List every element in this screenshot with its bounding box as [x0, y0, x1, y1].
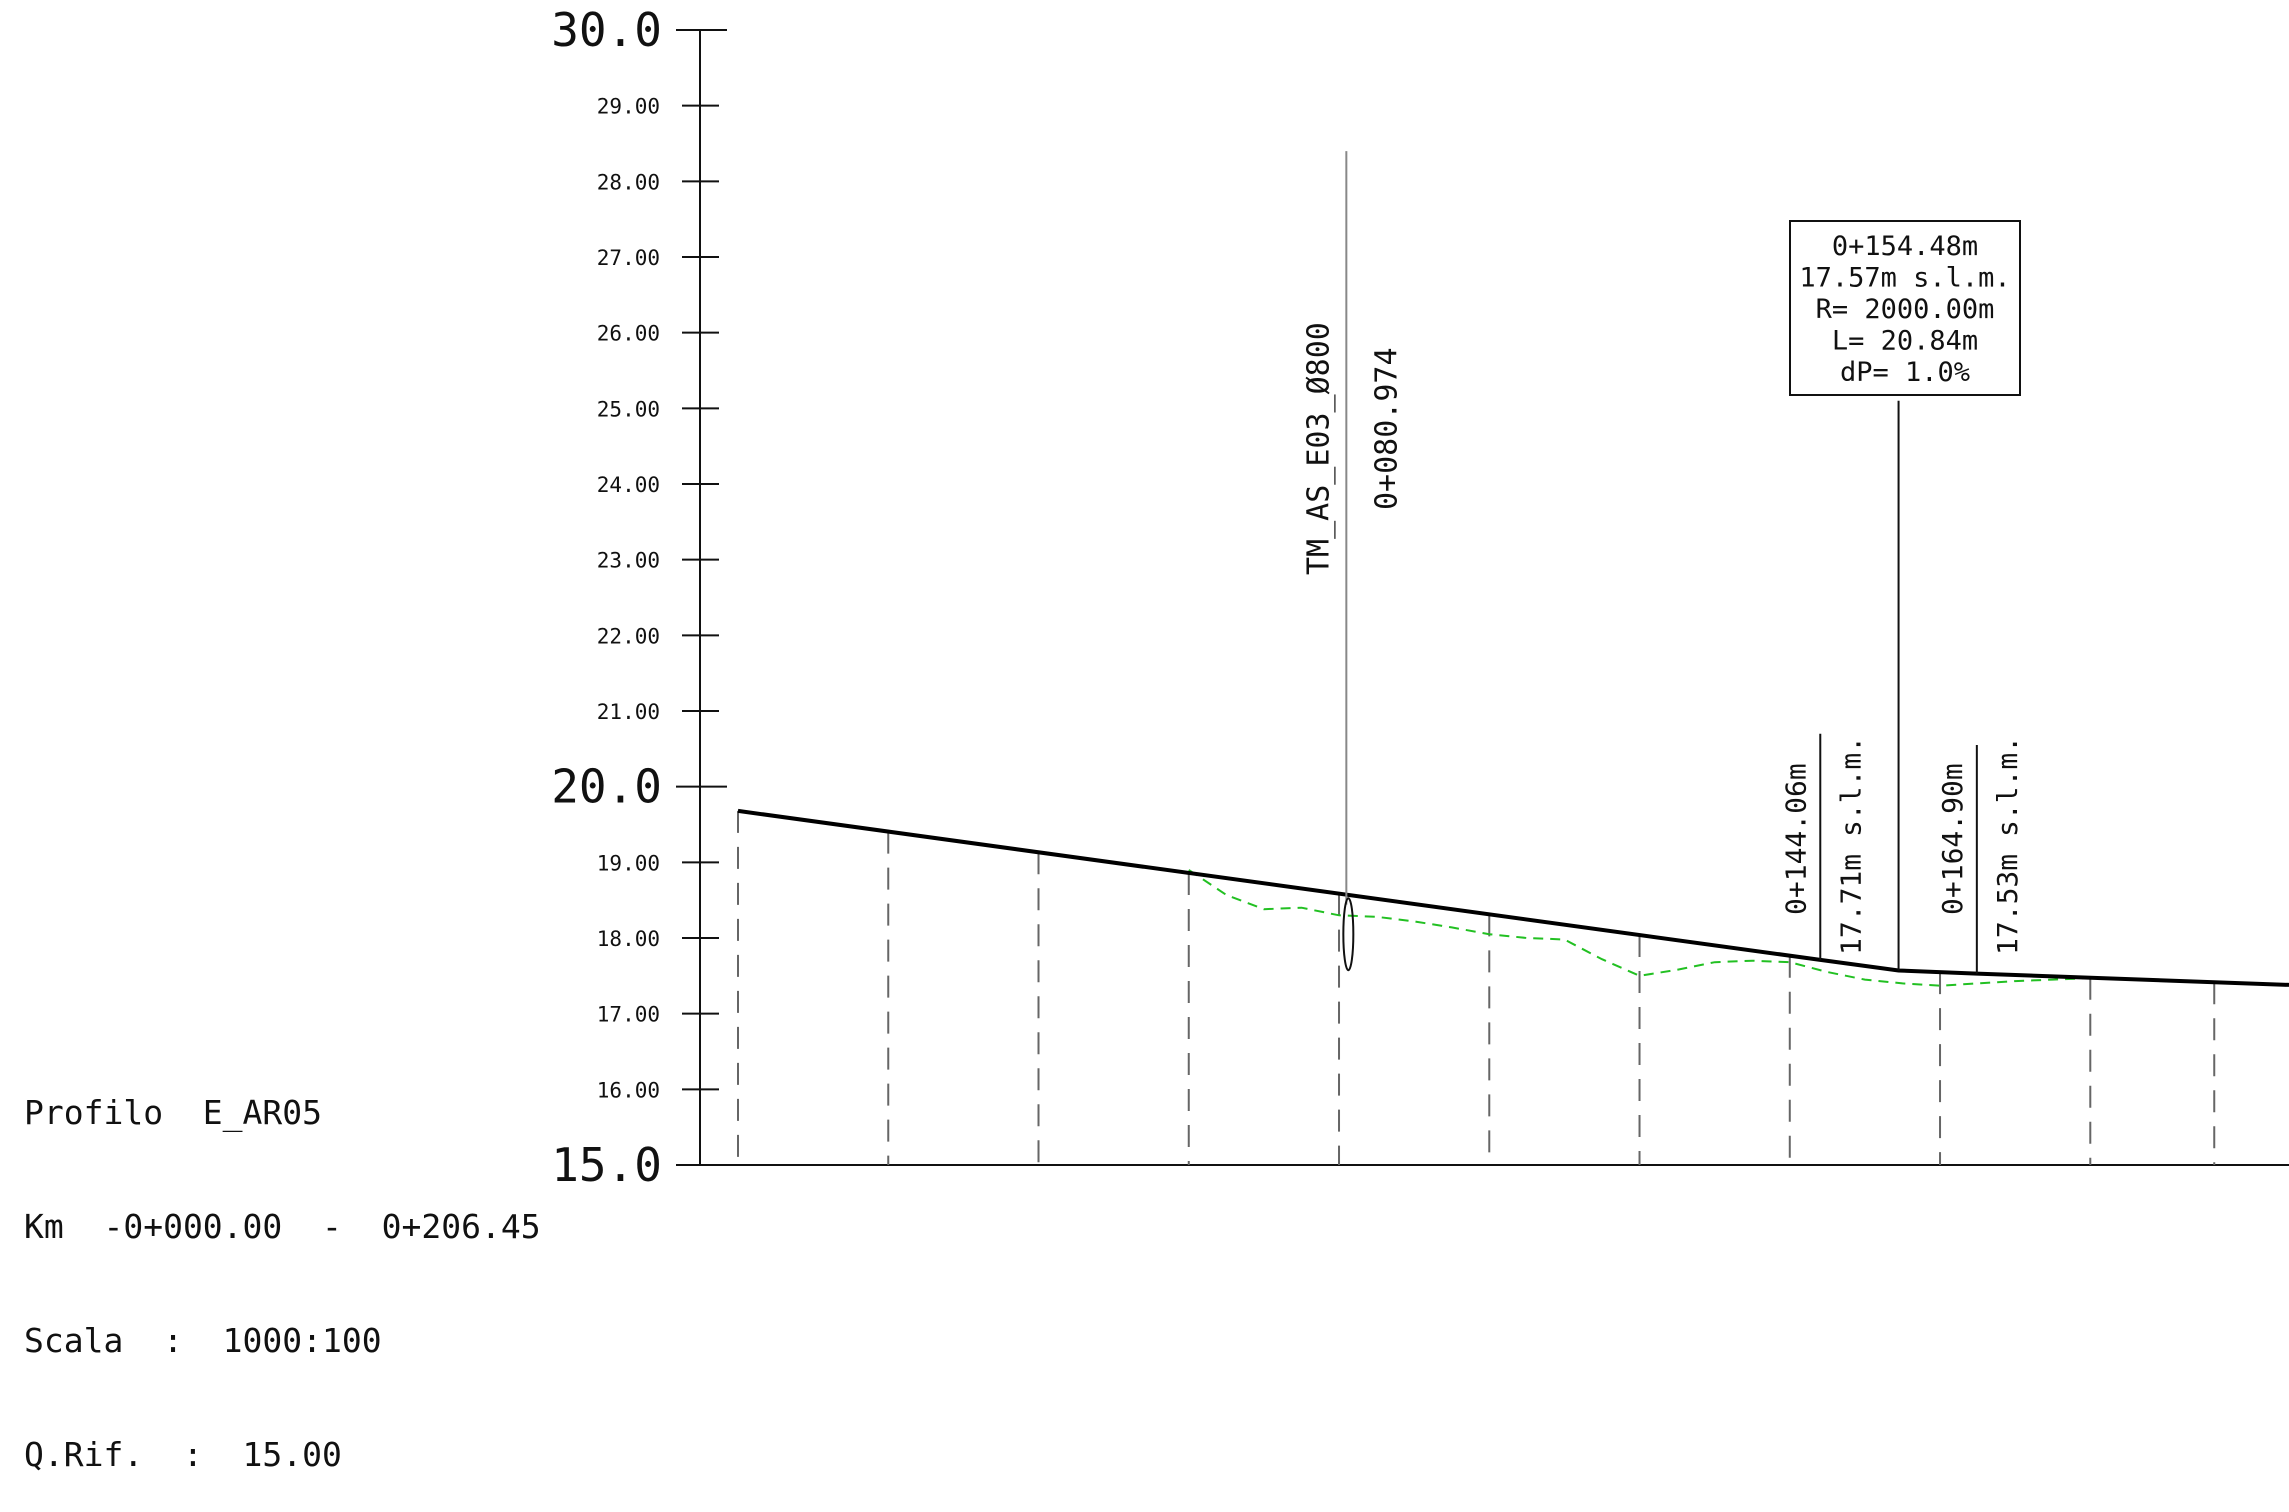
vertical-curve-text: L= 20.84m	[1832, 326, 1978, 357]
pipe-section-ellipse	[1342, 897, 1355, 972]
y-minor-tick-label: 18.00	[597, 927, 660, 951]
vertical-curve-text: R= 2000.00m	[1816, 294, 1995, 325]
ground-profile	[1188, 869, 2091, 987]
reference-elevation: Q.Rif. : 15.00	[24, 1435, 342, 1474]
y-minor-tick-label: 26.00	[597, 322, 660, 346]
scale-label: Scala : 1000:100	[24, 1321, 382, 1360]
profile-drawing: 15.0 20.0 30.0 16.00 17.00 18.00 19.00 21.00 22.…	[551, 3, 2289, 1192]
pipe-name-label: TM_AS_E03_Ø800	[1301, 322, 1336, 575]
y-major-tick-label: 20.0	[551, 760, 662, 814]
vertical-curve-text: dP= 1.0%	[1840, 357, 1970, 388]
y-minor-tick-label: 25.00	[597, 397, 660, 421]
elevation-axis: 15.0 20.0 30.0 16.00 17.00 18.00 19.00 21.00 22.…	[551, 3, 2289, 1192]
vertical-curve-text: 17.57m s.l.m.	[1799, 263, 2010, 294]
y-major-tick-label: 15.0	[551, 1138, 662, 1192]
pipe-station-label: 0+080.974	[1369, 347, 1404, 510]
tangent-point-elevation: 17.71m s.l.m.	[1834, 736, 1867, 955]
y-minor-tick-label: 29.00	[597, 95, 660, 119]
vertical-curve-box	[1789, 220, 2021, 396]
km-range: Km -0+000.00 - 0+206.45	[24, 1207, 541, 1246]
ground-profile-line	[1188, 869, 2091, 987]
y-minor-tick-label: 23.00	[597, 549, 660, 573]
y-major-tick-label: 30.0	[551, 3, 662, 57]
y-minor-tick-label: 22.00	[597, 624, 660, 648]
y-minor-tick-label: 17.00	[597, 1003, 660, 1027]
vertical-curve-text: 0+154.48m	[1832, 231, 1978, 262]
tangent-point-station: 0+144.06m	[1779, 763, 1812, 915]
project-profile-line	[737, 808, 2289, 987]
y-minor-tick-label: 19.00	[597, 851, 660, 875]
y-minor-tick-label: 27.00	[597, 246, 660, 270]
y-minor-tick-label: 16.00	[597, 1078, 660, 1102]
station-lines	[737, 810, 2216, 1165]
tangent-point-elevation: 17.53m s.l.m.	[1991, 736, 2024, 955]
y-minor-tick-label: 24.00	[597, 473, 660, 497]
y-minor-tick-label: 28.00	[597, 170, 660, 194]
tangent-point-station: 0+164.90m	[1936, 763, 1969, 915]
project-profile	[737, 808, 2289, 987]
y-minor-tick-label: 21.00	[597, 700, 660, 724]
profile-info-block: Profilo E_AR05 Km -0+000.00 - 0+206.45 S…	[24, 1018, 541, 1512]
profile-name: Profilo E_AR05	[24, 1093, 323, 1132]
